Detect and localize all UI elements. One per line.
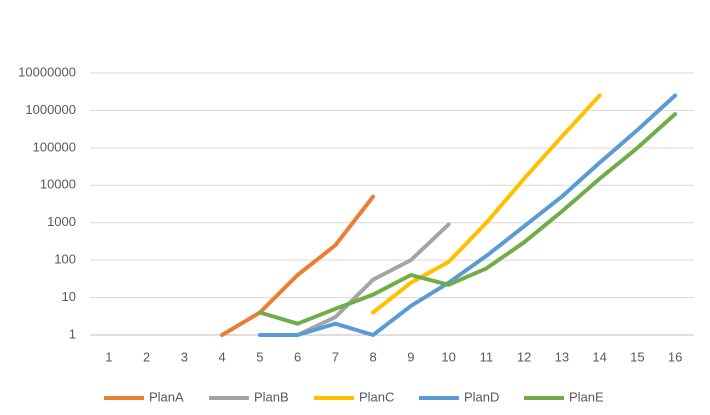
y-tick-label: 1 xyxy=(69,326,76,341)
x-tick-label: 10 xyxy=(441,349,455,364)
legend-label: PlanD xyxy=(464,389,499,404)
series-line xyxy=(371,93,602,315)
x-tick-label: 14 xyxy=(592,349,606,364)
x-tick-label: 3 xyxy=(181,349,188,364)
x-tick-label: 4 xyxy=(219,349,226,364)
x-tick-label: 5 xyxy=(256,349,263,364)
legend-label: PlanA xyxy=(149,389,184,404)
x-tick-label: 16 xyxy=(668,349,682,364)
y-tick-label: 1000 xyxy=(47,214,76,229)
series-line xyxy=(295,222,451,337)
legend-label: PlanE xyxy=(569,389,604,404)
x-tick-label: 15 xyxy=(630,349,644,364)
legend-label: PlanC xyxy=(359,389,394,404)
x-tick-label: 1 xyxy=(105,349,112,364)
y-tick-label: 100 xyxy=(54,252,76,267)
x-tick-label: 12 xyxy=(517,349,531,364)
y-tick-label: 10000 xyxy=(40,177,76,192)
legend-label: PlanB xyxy=(254,389,289,404)
x-tick-label: 11 xyxy=(480,349,494,364)
y-tick-label: 100000 xyxy=(33,139,76,154)
x-tick-label: 9 xyxy=(407,349,414,364)
series-line xyxy=(220,194,376,337)
x-tick-label: 13 xyxy=(555,349,569,364)
y-tick-label: 10 xyxy=(62,289,76,304)
y-tick-label: 1000000 xyxy=(25,102,76,117)
y-tick-label: 10000000 xyxy=(18,64,76,79)
x-tick-label: 6 xyxy=(294,349,301,364)
x-tick-label: 7 xyxy=(332,349,339,364)
series-line xyxy=(257,93,678,337)
x-tick-label: 8 xyxy=(370,349,377,364)
x-tick-label: 2 xyxy=(143,349,150,364)
series-line xyxy=(257,112,678,326)
